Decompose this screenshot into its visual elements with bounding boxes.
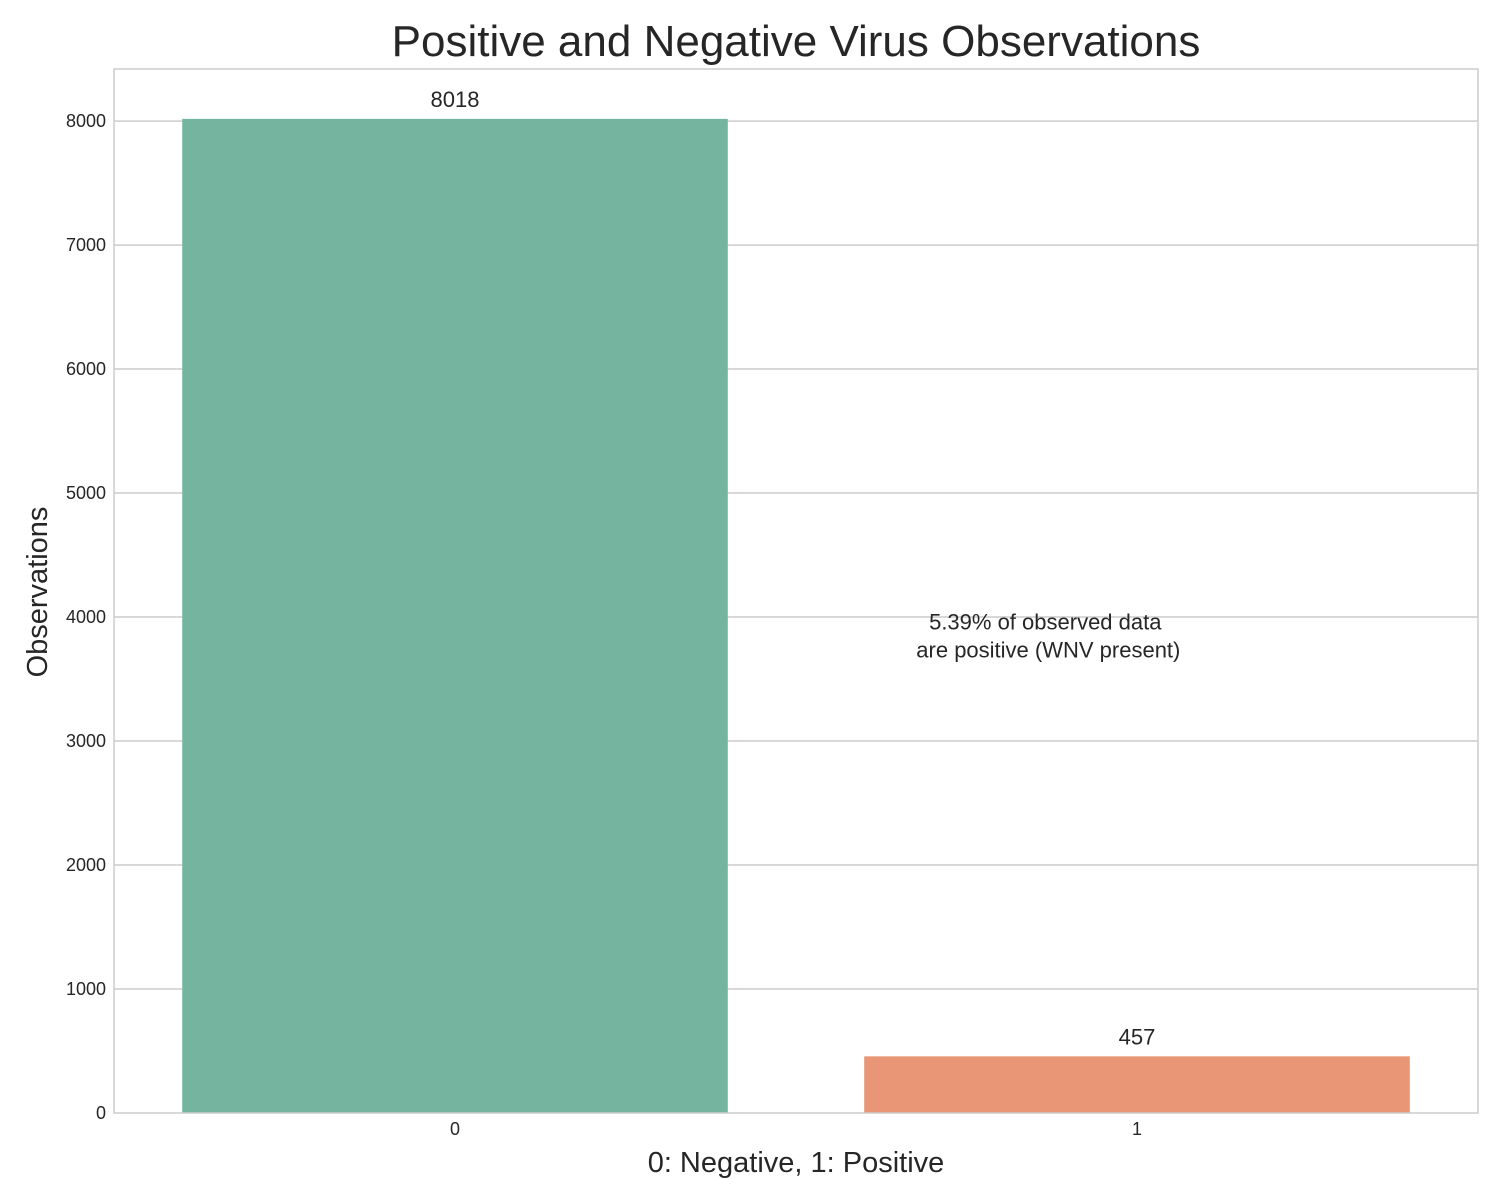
data-label-1: 457	[1119, 1024, 1156, 1049]
y-tick-label: 8000	[66, 111, 106, 131]
annotation: 5.39% of observed data are positive (WNV…	[916, 609, 1180, 662]
plot-frame	[113, 68, 1479, 1114]
y-tick-label: 6000	[66, 359, 106, 379]
y-tick-label: 2000	[66, 855, 106, 875]
data-labels: 8018 457	[431, 87, 1156, 1049]
y-axis-title: Observations	[22, 507, 54, 678]
y-tick-label: 0	[96, 1103, 106, 1123]
annotation-line-2: are positive (WNV present)	[916, 637, 1180, 662]
y-tick-label: 7000	[66, 235, 106, 255]
x-tick-label: 0	[450, 1119, 460, 1139]
bars	[182, 118, 1410, 1113]
annotation-line-1: 5.39% of observed data	[929, 609, 1162, 634]
bar-0	[182, 118, 728, 1113]
data-label-0: 8018	[431, 87, 480, 112]
chart-title: Positive and Negative Virus Observations	[392, 17, 1201, 66]
y-tick-label: 3000	[66, 731, 106, 751]
x-tick-label: 1	[1132, 1119, 1142, 1139]
y-tick-label: 4000	[66, 607, 106, 627]
bar-1	[864, 1056, 1410, 1113]
y-tick-label: 5000	[66, 483, 106, 503]
x-axis-title: 0: Negative, 1: Positive	[648, 1147, 945, 1179]
y-tick-label: 1000	[66, 979, 106, 999]
y-axis-ticks: 0 1000 2000 3000 4000 5000 6000 7000 8000	[66, 111, 106, 1123]
